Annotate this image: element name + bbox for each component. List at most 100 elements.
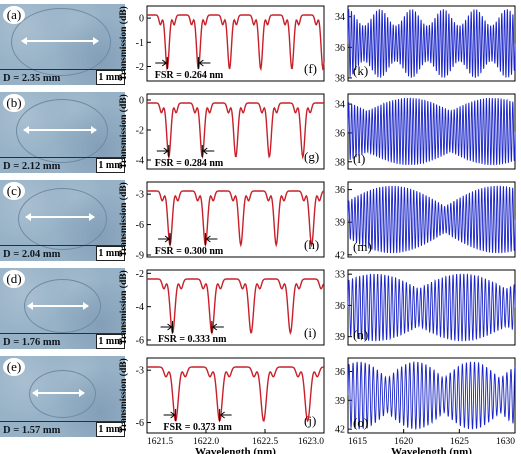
- y-tick-label: 36: [335, 185, 345, 196]
- fsr-arrow: [205, 235, 218, 243]
- spectrum-line: [347, 273, 516, 342]
- panel-label: (e): [3, 358, 25, 376]
- y-axis-label: Transmission (dB): [118, 94, 129, 169]
- x-axis-label: Wavelength (nm): [195, 446, 276, 454]
- diameter-arrow: [25, 213, 95, 221]
- spectrum-line: [146, 278, 325, 336]
- plot-i: -2 -4 -6 Transmission (dB) (i) FSR = 0.333 nm: [118, 269, 325, 347]
- y-tick-label: -4: [136, 302, 144, 313]
- microring-outline: [29, 370, 96, 418]
- diameter-label: D = 2.35 mm: [3, 73, 61, 84]
- caption-strip: [0, 69, 125, 85]
- panel-label: (d): [3, 270, 25, 288]
- caption-strip: [0, 421, 125, 437]
- scale-bar-label: 1 mm: [96, 422, 125, 437]
- plot-l: 34 36 38 (l): [335, 93, 516, 170]
- spectrum-line: [146, 366, 325, 423]
- y-tick-label: 36: [335, 301, 345, 312]
- x-tick-label: 1621.5: [147, 437, 173, 447]
- y-tick-label: 38: [335, 73, 345, 84]
- x-tick-label: 1623.0: [298, 437, 324, 447]
- y-tick-label: -3: [136, 366, 144, 377]
- spectrum-line: [347, 97, 516, 166]
- panel-label: (n): [353, 327, 368, 342]
- fsr-label: FSR = 0.373 nm: [163, 422, 232, 433]
- microring-outline: [18, 188, 107, 250]
- microring-outline: [24, 279, 101, 333]
- fsr-label: FSR = 0.264 nm: [155, 70, 224, 81]
- plot-k: 34 36 38 (k): [335, 5, 516, 84]
- y-tick-label: -3: [136, 190, 144, 201]
- y-tick-label: -6: [136, 336, 144, 347]
- caption-strip: [0, 333, 125, 349]
- panel-label: (m): [353, 239, 372, 254]
- y-tick-label: -2: [136, 126, 144, 137]
- panel-label: (k): [353, 63, 368, 78]
- x-tick-label: 1620: [394, 437, 413, 447]
- panel-label: (a): [3, 6, 25, 24]
- y-tick-label: 42: [335, 425, 345, 436]
- plot-m: 36 39 42 (m): [335, 181, 516, 261]
- y-tick-label: -6: [136, 220, 144, 231]
- diameter-label: D = 2.12 mm: [3, 161, 61, 172]
- y-tick-label: 42: [335, 250, 345, 261]
- x-tick-label: 1622.0: [193, 437, 219, 447]
- plot-n: 33 36 39 (n): [335, 269, 516, 346]
- y-axis-label: Transmission (dB): [118, 358, 129, 433]
- x-tick-label: 1630: [496, 437, 515, 447]
- y-tick-label: 38: [335, 157, 345, 168]
- fsr-arrow: [219, 411, 232, 419]
- plot-f: 0 -1 -2 Transmission (dB) (f) FSR = 0.264 nm: [118, 5, 325, 82]
- spectrum-line: [347, 9, 516, 78]
- spectrum-line: [347, 361, 516, 430]
- diameter-arrow: [32, 389, 85, 397]
- spectrum-line: [146, 190, 325, 248]
- scale-bar-label: 1 mm: [96, 246, 125, 261]
- diameter-arrow: [27, 302, 89, 310]
- y-tick-label: -4: [136, 156, 144, 167]
- y-tick-label: 34: [335, 12, 345, 23]
- y-tick-label: 0: [139, 14, 144, 25]
- y-tick-label: -2: [136, 269, 144, 280]
- y-tick-label: 36: [335, 367, 345, 378]
- fsr-label: FSR = 0.333 nm: [158, 334, 227, 345]
- micrograph-a: (a) D = 2.35 mm 1 mm: [0, 4, 125, 85]
- x-tick-label: 1615: [348, 437, 367, 447]
- diameter-arrow: [23, 126, 97, 134]
- axes-frame: [146, 357, 325, 434]
- panel-label: (j): [304, 413, 316, 428]
- x-tick-label: 1622.5: [252, 437, 278, 447]
- y-tick-label: 33: [335, 270, 345, 281]
- diameter-arrow: [21, 37, 99, 45]
- axes-frame: [146, 5, 325, 82]
- diameter-label: D = 2.04 mm: [3, 249, 61, 260]
- fsr-arrow: [156, 147, 169, 155]
- x-axis-label: Wavelength (nm): [391, 446, 472, 454]
- y-tick-label: -9: [136, 250, 144, 261]
- axes-frame: [146, 93, 325, 170]
- fsr-label: FSR = 0.300 nm: [155, 246, 224, 257]
- y-tick-label: 36: [335, 43, 345, 54]
- spectrum-line: [146, 102, 325, 160]
- panel-label: (l): [353, 151, 365, 166]
- y-tick-label: -1: [136, 38, 144, 49]
- panel-label: (o): [353, 415, 368, 430]
- diameter-label: D = 1.57 mm: [3, 425, 61, 436]
- fsr-arrow: [160, 323, 173, 331]
- y-tick-label: 0: [139, 96, 144, 107]
- y-tick-label: -6: [136, 418, 144, 429]
- x-tick-label: 1625: [450, 437, 469, 447]
- spectrum-line: [146, 14, 325, 72]
- panel-label: (g): [304, 149, 319, 164]
- y-axis-label: Transmission (dB): [118, 182, 129, 257]
- y-tick-label: -2: [136, 62, 144, 73]
- scale-bar-label: 1 mm: [96, 70, 125, 85]
- y-axis-label: Transmission (dB): [118, 6, 129, 81]
- spectrum-line: [347, 185, 516, 254]
- micrograph-e: (e) D = 1.57 mm 1 mm: [0, 356, 125, 437]
- y-axis-label: Transmission (dB): [118, 270, 129, 345]
